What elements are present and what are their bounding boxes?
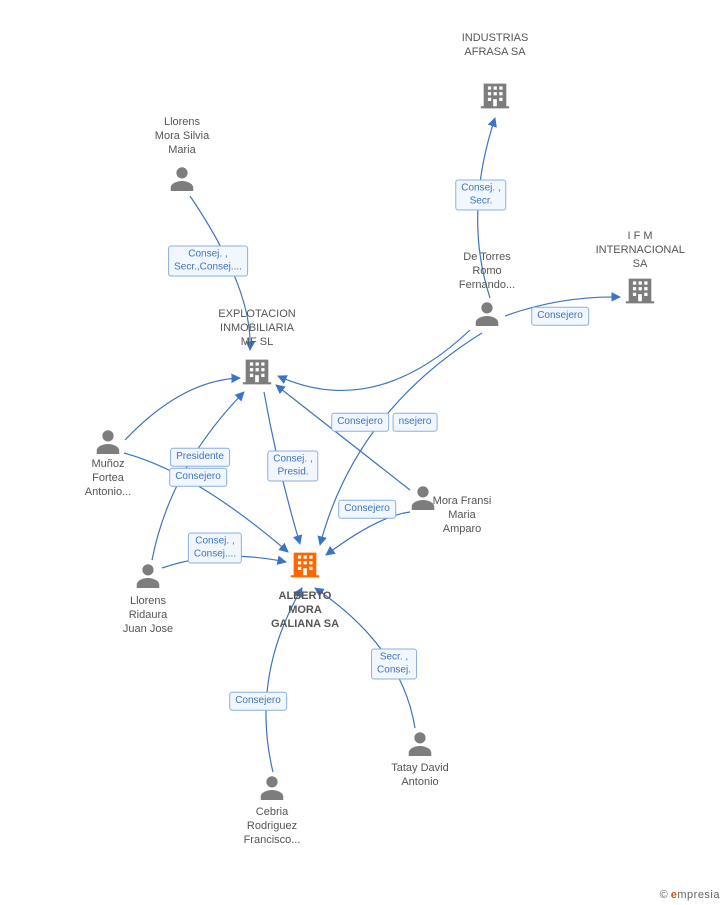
edge-label[interactable]: Consej. , Presid.: [267, 451, 318, 482]
person-icon[interactable]: [257, 773, 287, 808]
edge-label[interactable]: Consejero: [331, 413, 389, 432]
edge-label[interactable]: nsejero: [393, 413, 438, 432]
person-icon[interactable]: [405, 729, 435, 764]
edge: [125, 378, 240, 440]
edge-label[interactable]: Consejero: [531, 307, 589, 326]
person-icon[interactable]: [472, 299, 502, 334]
building-focus-icon[interactable]: [288, 546, 322, 585]
edge-label[interactable]: Consej. , Secr.: [455, 180, 506, 211]
node-label[interactable]: EXPLOTACION INMOBILIARIA MF SL: [218, 308, 295, 349]
edge: [326, 512, 410, 555]
node-label[interactable]: ALBERTO MORA GALIANA SA: [271, 590, 339, 631]
building-icon[interactable]: [240, 353, 274, 392]
person-icon[interactable]: [93, 427, 123, 462]
node-label[interactable]: Cebria Rodriguez Francisco...: [244, 806, 301, 847]
edge-label[interactable]: Consejero: [229, 692, 287, 711]
node-label[interactable]: INDUSTRIAS AFRASA SA: [462, 32, 529, 60]
building-icon[interactable]: [478, 77, 512, 116]
brand-rest: mpresia: [677, 889, 720, 901]
copyright: © empresia: [660, 889, 720, 901]
edge-label[interactable]: Consejero: [338, 500, 396, 519]
node-label[interactable]: Llorens Ridaura Juan Jose: [123, 595, 173, 636]
network-canvas: © empresia Consej. , Secr.,Consej.... Con…: [0, 0, 728, 905]
edge-label[interactable]: Consej. , Secr.,Consej....: [168, 246, 248, 277]
person-icon[interactable]: [167, 164, 197, 199]
building-icon[interactable]: [623, 272, 657, 311]
edge-label[interactable]: Consej. , Consej....: [188, 533, 242, 564]
edge-label[interactable]: Presidente: [170, 448, 230, 467]
edge-label[interactable]: Consejero: [169, 468, 227, 487]
node-label[interactable]: Llorens Mora Silvia Maria: [155, 116, 209, 157]
copyright-symbol: ©: [660, 889, 668, 901]
person-icon[interactable]: [133, 561, 163, 596]
node-label[interactable]: De Torres Romo Fernando...: [459, 251, 515, 292]
node-label[interactable]: Muñoz Fortea Antonio...: [85, 458, 131, 499]
node-label[interactable]: Mora Fransi Maria Amparo: [433, 495, 492, 536]
edge-label[interactable]: Secr. , Consej.: [371, 649, 417, 680]
node-label[interactable]: I F M INTERNACIONAL SA: [596, 230, 685, 271]
edge: [278, 330, 470, 390]
node-label[interactable]: Tatay David Antonio: [391, 762, 448, 790]
